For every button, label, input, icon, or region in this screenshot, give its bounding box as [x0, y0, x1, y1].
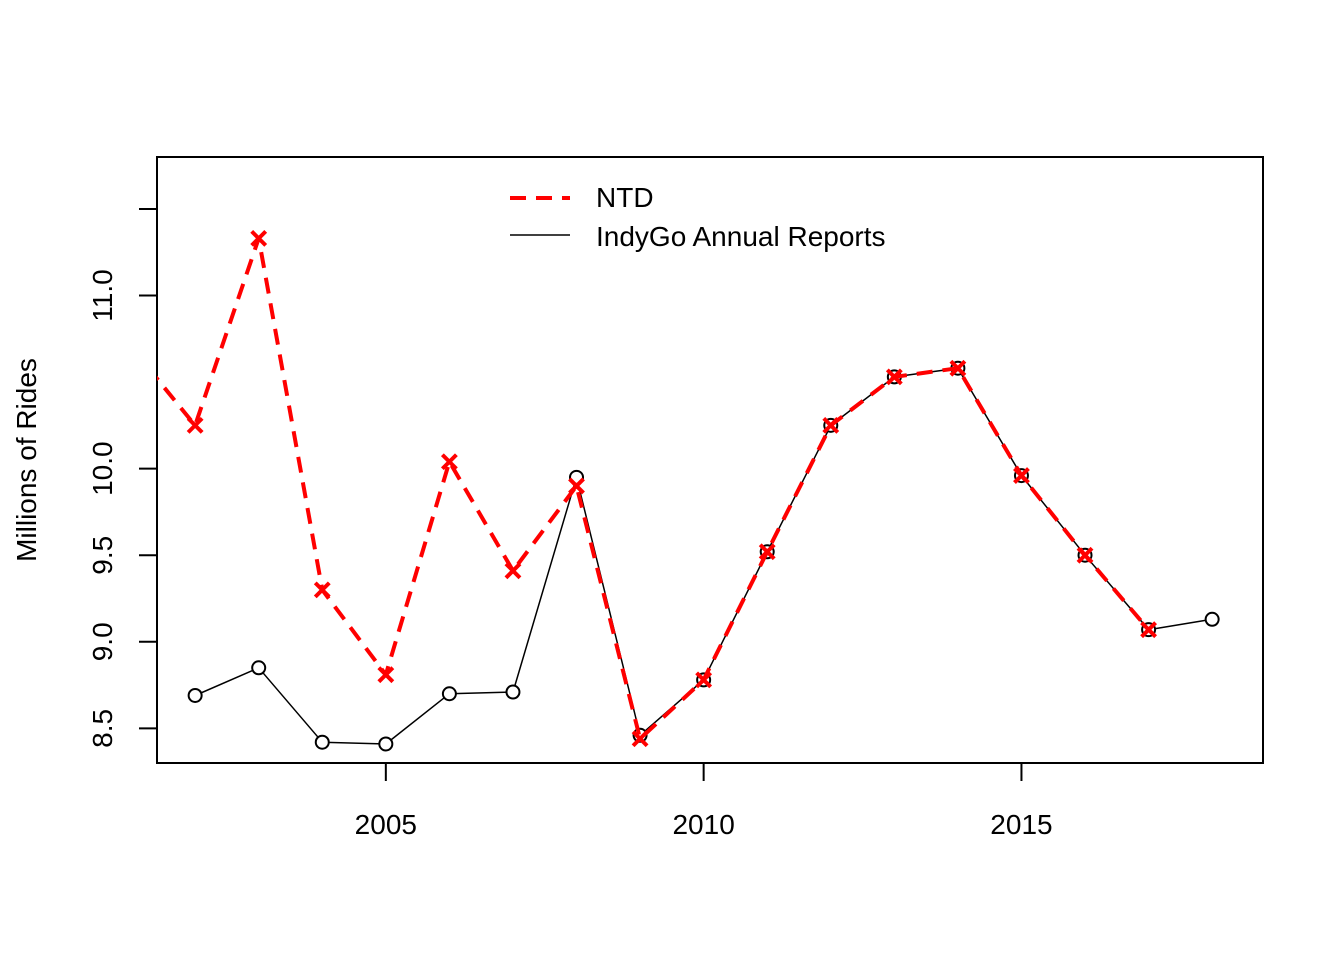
point-ntd	[250, 229, 268, 247]
point-ntd	[695, 671, 713, 689]
point-ntd	[822, 416, 840, 434]
point-ntd	[758, 543, 776, 561]
point-ntd	[1140, 621, 1158, 639]
x-tick-label: 2005	[355, 809, 417, 840]
point-ntd	[125, 340, 139, 354]
y-axis: 8.5 9.0 9.5 10.0 11.0	[87, 207, 158, 748]
point-indygo	[314, 734, 330, 750]
legend-label-ntd: NTD	[596, 182, 654, 213]
y-tick-label: 9.0	[87, 622, 118, 661]
series-line-indygo	[194, 367, 1213, 745]
point-ntd	[568, 477, 585, 495]
y-tick-label: 10.0	[87, 441, 118, 496]
point-ntd	[504, 562, 522, 580]
point-indygo	[1204, 611, 1220, 627]
point-ntd	[377, 666, 395, 684]
point-ntd	[440, 453, 458, 471]
point-ntd	[186, 416, 204, 434]
y-tick-label: 11.0	[87, 269, 118, 321]
y-tick-label: 9.5	[87, 536, 118, 575]
y-axis-title: Millions of Rides	[11, 358, 42, 562]
legend: NTD IndyGo Annual Reports	[510, 182, 886, 252]
point-indygo	[441, 686, 457, 702]
point-ntd	[1076, 546, 1094, 564]
legend-label-indygo: IndyGo Annual Reports	[596, 221, 886, 252]
point-indygo	[251, 660, 267, 676]
point-ntd	[1013, 467, 1030, 484]
point-ntd	[885, 368, 903, 386]
y-tick-label: 8.5	[87, 709, 118, 748]
series-layer	[125, 229, 1220, 752]
point-ntd	[631, 730, 649, 748]
x-axis: 2005 2010 2015	[355, 762, 1053, 840]
x-tick-label: 2015	[990, 809, 1052, 840]
point-ntd	[949, 359, 967, 377]
point-indygo	[505, 684, 521, 700]
point-indygo	[187, 687, 203, 703]
point-indygo	[378, 736, 394, 752]
x-tick-label: 2010	[672, 809, 734, 840]
point-ntd	[313, 581, 331, 599]
series-line-ntd	[157, 236, 1151, 741]
